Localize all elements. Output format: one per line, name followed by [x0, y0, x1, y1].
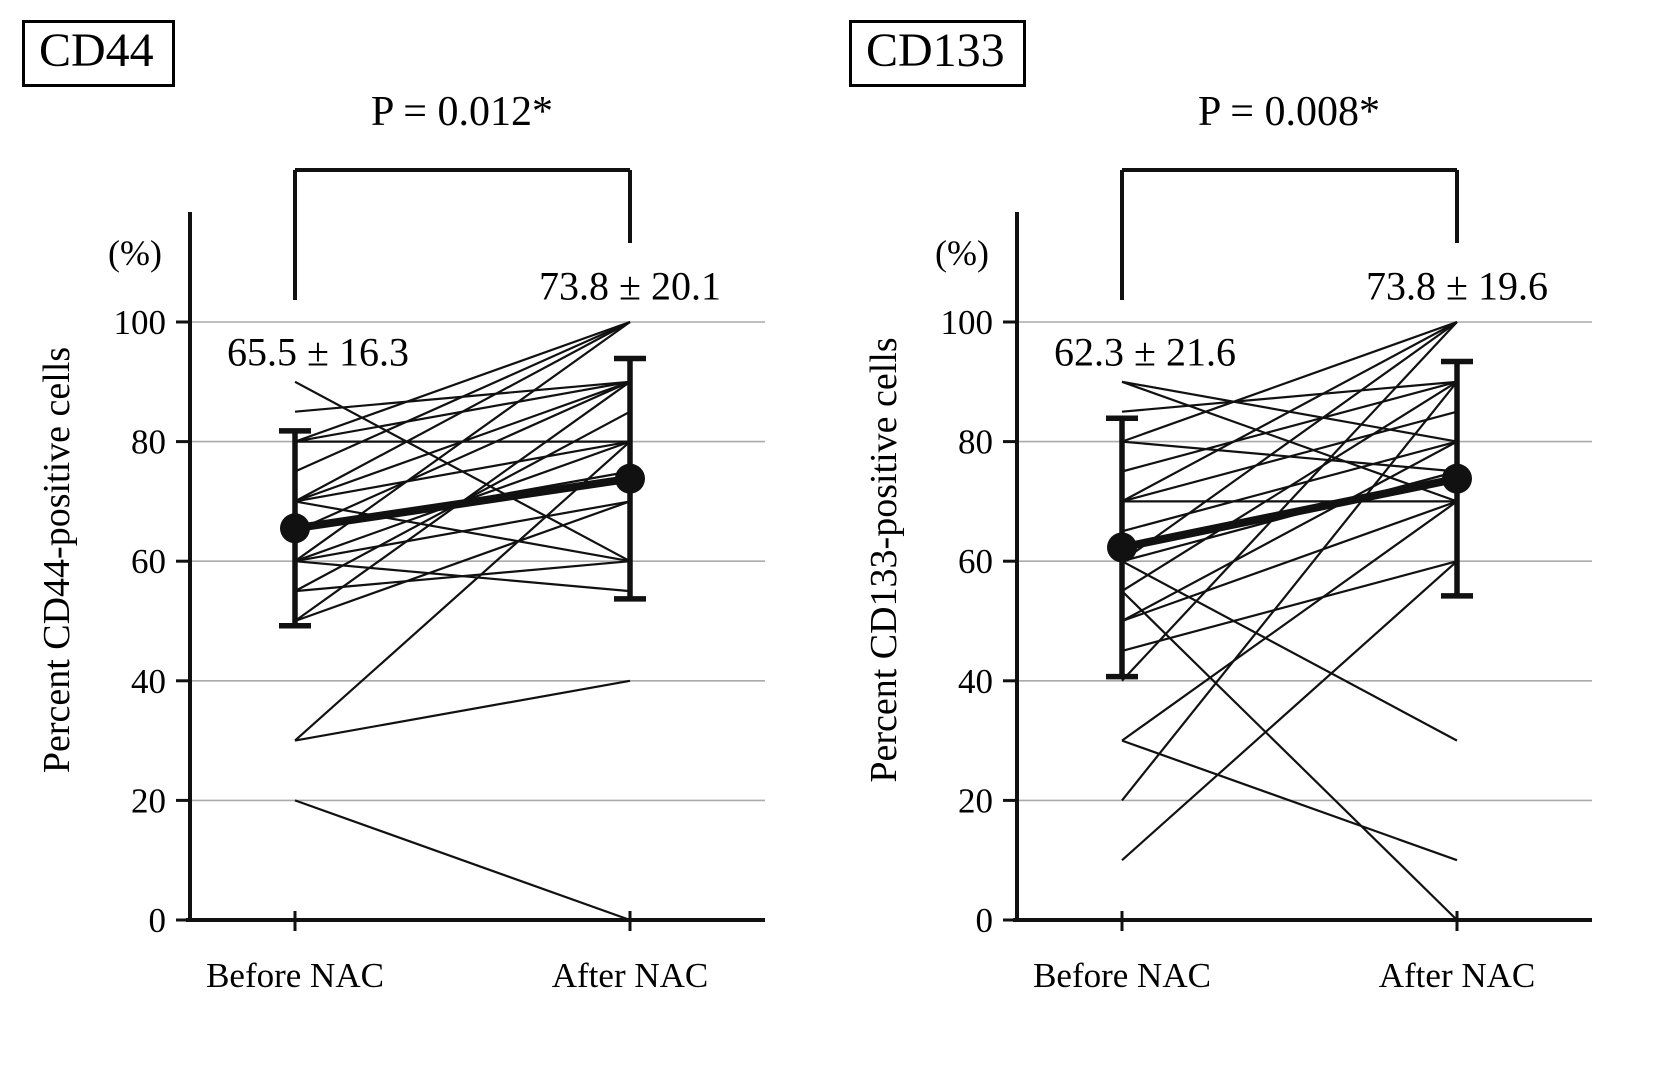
cd44-plot-area: 0 20 40 60 80 100 [114, 168, 765, 940]
patient-line [294, 560, 631, 593]
mean-point-after [1442, 463, 1472, 494]
y-tick-label: 60 [131, 542, 166, 581]
patient-line [1121, 321, 1458, 563]
patient-line [294, 320, 631, 443]
patient-line [294, 500, 631, 623]
patient-line [294, 380, 631, 533]
y-tick-label: 100 [941, 303, 994, 342]
patient-line [294, 679, 631, 742]
patient-line [1121, 321, 1458, 682]
patient-line [1121, 440, 1458, 622]
mean-line [294, 474, 631, 533]
mean-sd-label-before: 65.5 ± 16.3 [227, 329, 409, 375]
patient-line [294, 799, 631, 922]
patient-line [1121, 500, 1458, 742]
y-tick-label: 40 [131, 662, 166, 701]
patient-line [294, 320, 631, 473]
patient-line [1121, 500, 1458, 623]
y-axis-title: Percent CD44-positive cells [36, 346, 78, 774]
patient-line [1121, 380, 1458, 593]
y-tick-label: 0 [149, 901, 167, 940]
mean-line [1121, 474, 1458, 552]
patient-line [1121, 380, 1458, 473]
patient-line [1121, 590, 1458, 921]
y-unit-label: (%) [935, 233, 989, 273]
patient-line [1121, 560, 1458, 862]
patient-line [294, 321, 631, 503]
panel-title-cd44: CD44 [22, 20, 175, 87]
panel-title-cd133: CD133 [849, 20, 1026, 87]
y-tick-label: 80 [131, 423, 166, 462]
patient-line [1121, 321, 1458, 503]
patient-line [294, 440, 631, 503]
x-category-after-nac: After NAC [1378, 956, 1536, 995]
mean-point-before [1107, 532, 1137, 563]
mean-point-after [615, 463, 645, 494]
y-tick-label: 40 [958, 662, 993, 701]
mean-point-before [280, 513, 310, 544]
x-category-before-nac: Before NAC [206, 956, 384, 995]
cd133-panel: 0 20 40 60 80 100 CD133 P = 0.008* (%) Percen… [827, 0, 1654, 1079]
y-tick-label: 60 [958, 542, 993, 581]
p-value-label: P = 0.012* [371, 89, 553, 135]
y-tick-label: 100 [114, 303, 167, 342]
y-axis-title: Percent CD133-positive cells [863, 337, 905, 783]
x-category-before-nac: Before NAC [1033, 956, 1211, 995]
y-tick-label: 20 [958, 781, 993, 820]
y-tick-label: 20 [131, 781, 166, 820]
patient-line [1121, 320, 1458, 443]
patient-line [1121, 739, 1458, 862]
patient-line [1121, 380, 1458, 413]
cd133-plot-area: 0 20 40 60 80 100 [941, 168, 1592, 940]
mean-sd-label-after: 73.8 ± 19.6 [1366, 263, 1548, 309]
p-value-label: P = 0.008* [1198, 89, 1380, 135]
cd44-panel: 0 20 40 60 80 100 CD44 P = 0.012* (%) Percent… [22, 20, 765, 995]
patient-line [294, 500, 631, 563]
x-category-after-nac: After NAC [551, 956, 709, 995]
y-tick-label: 80 [958, 423, 993, 462]
y-unit-label: (%) [108, 233, 162, 273]
patient-line [1121, 381, 1458, 802]
patient-line [1121, 560, 1458, 742]
patient-line [294, 440, 631, 742]
patient-line [1121, 410, 1458, 503]
y-tick-label: 0 [976, 901, 994, 940]
mean-sd-label-before: 62.3 ± 21.6 [1054, 329, 1236, 375]
mean-sd-label-after: 73.8 ± 20.1 [539, 263, 721, 309]
patient-line [1121, 560, 1458, 652]
